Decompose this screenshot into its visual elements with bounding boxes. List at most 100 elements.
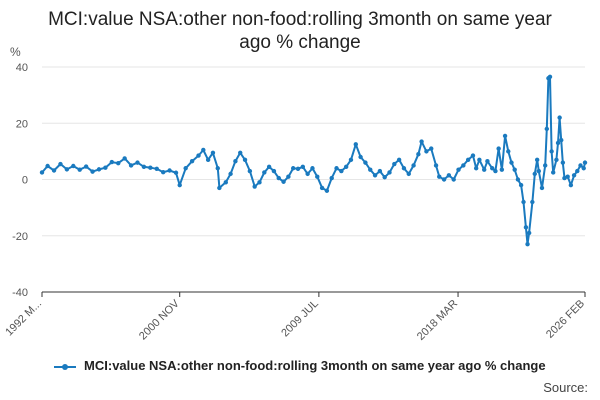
data-point — [363, 160, 368, 165]
data-point — [96, 167, 102, 172]
data-point — [39, 170, 45, 175]
data-point — [160, 169, 166, 175]
data-point — [581, 166, 586, 171]
data-point — [329, 175, 334, 181]
data-point — [416, 151, 421, 157]
chart-title-line-2: ago % change — [239, 32, 361, 53]
data-point — [215, 166, 220, 171]
data-point — [518, 182, 524, 188]
data-point — [456, 167, 461, 172]
data-point — [252, 184, 257, 189]
data-point — [295, 166, 301, 172]
data-point — [257, 180, 262, 185]
data-point — [45, 163, 50, 169]
data-point — [353, 142, 358, 147]
data-point — [525, 241, 530, 247]
data-point — [526, 230, 532, 236]
data-point — [571, 173, 577, 178]
data-point — [173, 170, 179, 175]
data-point — [401, 166, 407, 171]
x-tick-label: 2026 FEB — [544, 298, 587, 341]
data-point — [205, 157, 211, 163]
data-point — [368, 167, 373, 172]
data-point — [419, 139, 424, 144]
chart-title-line-1: MCI:value NSA:other non-food:rolling 3mo… — [48, 9, 552, 30]
data-point — [396, 157, 402, 163]
y-tick-label: 20 — [16, 118, 28, 130]
x-tick-label: 2009 JUL — [279, 298, 321, 340]
data-point — [266, 164, 272, 170]
data-point — [358, 154, 363, 160]
data-point — [310, 166, 315, 171]
data-point — [223, 180, 228, 185]
data-point — [470, 153, 476, 158]
data-point — [554, 157, 559, 163]
data-point — [446, 173, 452, 178]
data-point — [582, 160, 588, 165]
data-point — [532, 171, 537, 177]
data-point — [343, 164, 349, 170]
data-point — [167, 168, 172, 173]
data-point — [247, 168, 253, 174]
data-point — [578, 163, 583, 168]
data-point — [71, 163, 76, 169]
data-point — [473, 166, 479, 171]
data-point — [465, 157, 471, 163]
data-point — [319, 185, 325, 191]
data-point — [568, 182, 574, 188]
data-point — [58, 161, 63, 167]
axis-layer: -40 -20 0 20 40% 1992 M... 2000 NOV 2009 JUL 201… — [3, 45, 587, 343]
data-point — [521, 199, 526, 205]
data-point — [424, 149, 429, 154]
chart-title: MCI:value NSA:other non-food:rolling 3mo… — [0, 8, 600, 54]
grid-layer — [42, 66, 585, 293]
data-point — [276, 175, 281, 181]
data-point — [281, 179, 286, 184]
data-point — [515, 177, 521, 182]
y-tick-label: 40 — [16, 62, 28, 74]
data-point — [482, 167, 487, 172]
data-point — [90, 169, 95, 174]
data-point — [496, 146, 501, 151]
data-point — [262, 170, 267, 175]
data-point — [128, 163, 134, 168]
data-point — [477, 157, 482, 163]
data-point — [348, 157, 354, 163]
data-point — [544, 126, 549, 132]
data-point — [217, 185, 222, 191]
data-point — [148, 165, 153, 170]
data-point — [77, 167, 82, 172]
data-point — [509, 160, 514, 165]
data-point — [534, 157, 540, 163]
data-point — [196, 153, 201, 158]
source-label: Source: — [543, 380, 588, 395]
data-point — [536, 168, 541, 174]
data-point — [441, 177, 447, 182]
data-point — [372, 173, 378, 178]
data-point — [122, 156, 127, 161]
data-point — [183, 166, 188, 171]
data-point — [551, 170, 556, 175]
data-point — [154, 166, 159, 172]
data-point — [411, 163, 416, 168]
data-point — [429, 146, 434, 151]
data-point — [493, 168, 498, 174]
data-point — [189, 159, 195, 164]
data-point — [502, 133, 508, 139]
data-point — [451, 177, 456, 182]
legend-label: MCI:value NSA:other non-food:rolling 3mo… — [84, 358, 546, 373]
data-point — [539, 185, 545, 191]
data-point — [135, 160, 140, 165]
data-point — [547, 74, 553, 80]
data-point — [559, 137, 564, 143]
data-point — [549, 149, 554, 154]
data-point — [83, 164, 89, 169]
data-point — [506, 149, 511, 154]
data-point — [339, 168, 344, 174]
data-point — [305, 171, 310, 177]
data-point — [290, 166, 296, 171]
data-point — [387, 170, 392, 175]
data-point — [201, 147, 206, 153]
data-point — [557, 115, 562, 120]
